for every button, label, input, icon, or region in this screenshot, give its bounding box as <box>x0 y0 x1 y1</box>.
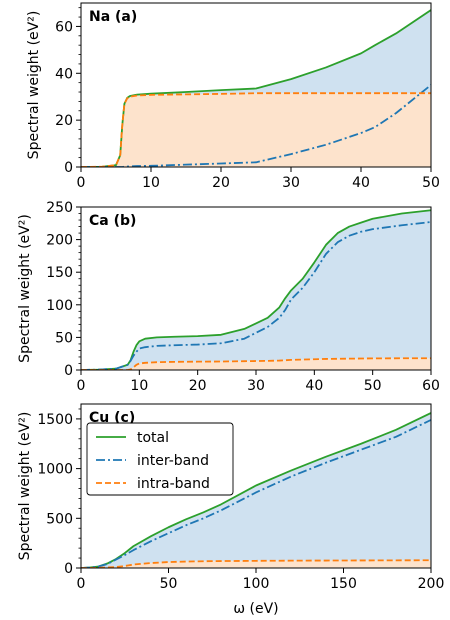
panel-title: Ca (b) <box>89 213 136 229</box>
plot-area <box>81 412 431 568</box>
x-tick-label: 50 <box>160 576 178 592</box>
intra-band-fill <box>81 93 431 167</box>
panel-title: Na (a) <box>89 9 137 25</box>
x-tick-label: 60 <box>422 378 440 394</box>
y-tick-label: 150 <box>46 265 73 281</box>
x-tick-label: 10 <box>130 378 148 394</box>
plot-area <box>81 209 431 370</box>
x-tick-label: 0 <box>77 175 86 191</box>
legend-label: total <box>137 430 169 446</box>
x-tick-label: 100 <box>243 576 270 592</box>
inter-band-fill <box>81 412 431 568</box>
x-tick-label: 20 <box>212 175 230 191</box>
series-line-intra-band <box>81 357 431 370</box>
x-tick-label: 50 <box>422 175 440 191</box>
y-tick-label: 0 <box>64 363 73 379</box>
x-tick-label: 10 <box>142 175 160 191</box>
inter-band-fill <box>81 210 431 370</box>
panel-1: 0 10 20 30 40 50 0 20 40 60 Na (a) Spectral weight … <box>26 2 440 191</box>
intra-band-fill <box>81 560 431 568</box>
y-tick-label: 250 <box>46 200 73 216</box>
y-tick-label: 20 <box>55 113 73 129</box>
y-tick-label: 200 <box>46 233 73 249</box>
x-tick-label: 0 <box>77 576 86 592</box>
x-tick-label: 0 <box>77 378 86 394</box>
x-tick-label: 50 <box>364 378 382 394</box>
legend-label: intra-band <box>137 476 210 492</box>
panel-2: 0 10 20 30 40 50 60 0 50 100 150 200 250 Ca (b) Spectr… <box>17 200 440 394</box>
intra-band-fill <box>81 358 431 370</box>
x-tick-label: 200 <box>418 576 445 592</box>
panel-3: 0 50 100 150 200 0 500 1000 1500 Cu (c) Spectral w… <box>17 403 445 592</box>
axes-frame <box>80 2 432 168</box>
panel-title: Cu (c) <box>89 410 135 426</box>
x-axis-label: ω (eV) <box>233 601 278 617</box>
y-tick-label: 60 <box>55 19 73 35</box>
x-tick-label: 30 <box>282 175 300 191</box>
y-tick-label: 0 <box>64 160 73 176</box>
x-tick-label: 40 <box>352 175 370 191</box>
y-tick-label: 1000 <box>37 462 73 478</box>
series-line-intra-band <box>81 92 431 167</box>
y-axis-label: Spectral weight (eV²) <box>17 214 33 363</box>
y-axis-label: Spectral weight (eV²) <box>17 412 33 561</box>
x-tick-label: 40 <box>305 378 323 394</box>
series-line-inter-band <box>81 221 431 370</box>
series-line-inter-band <box>81 419 431 568</box>
y-tick-label: 500 <box>46 511 73 527</box>
y-tick-label: 40 <box>55 66 73 82</box>
x-tick-label: 150 <box>330 576 357 592</box>
y-tick-label: 50 <box>55 330 73 346</box>
plot-area <box>81 9 431 167</box>
x-tick-label: 20 <box>189 378 207 394</box>
series-line-inter-band <box>81 84 431 167</box>
y-axis-label: Spectral weight (eV²) <box>26 11 42 160</box>
x-tick-label: 30 <box>247 378 265 394</box>
legend: total inter-band intra-band <box>86 422 234 496</box>
legend-label: inter-band <box>137 453 209 469</box>
y-tick-label: 100 <box>46 298 73 314</box>
y-tick-label: 0 <box>64 561 73 577</box>
y-tick-label: 1500 <box>37 412 73 428</box>
legend-frame <box>86 422 234 496</box>
